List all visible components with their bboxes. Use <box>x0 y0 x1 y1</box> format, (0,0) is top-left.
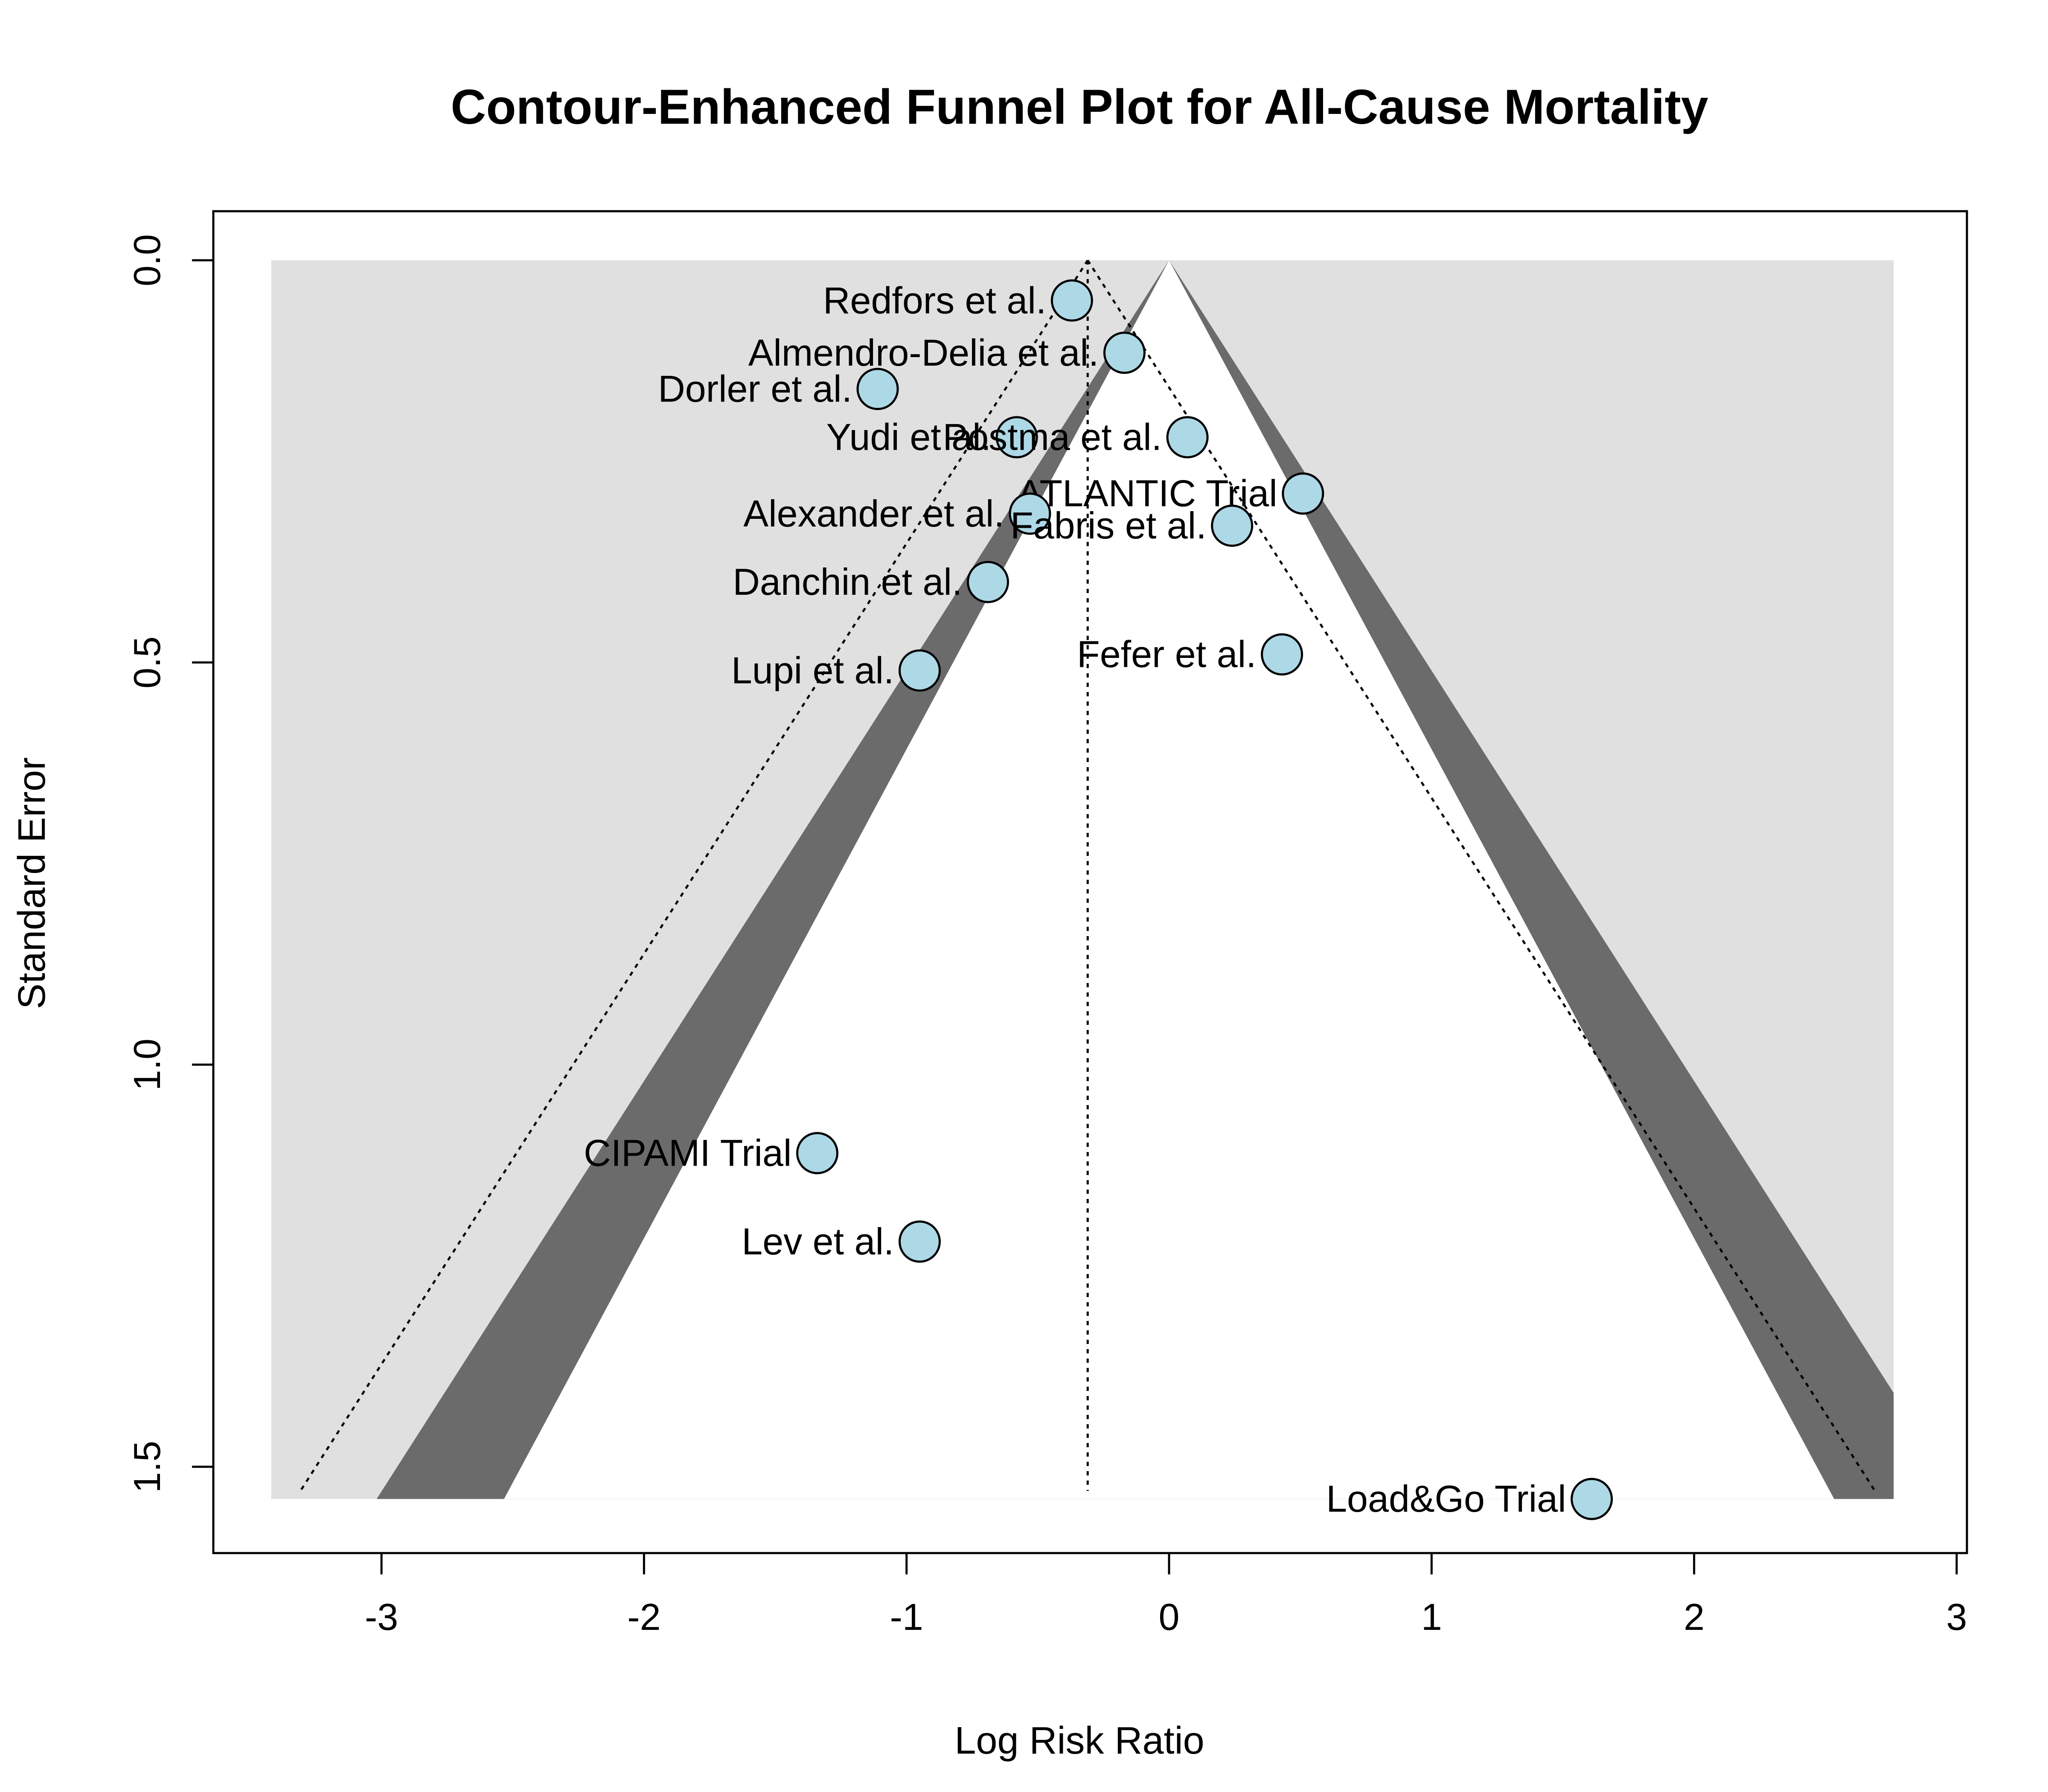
study-label: Dorler et al. <box>658 368 852 410</box>
x-tick-label: 3 <box>1946 1596 1967 1638</box>
study-label: Danchin et al. <box>733 561 962 603</box>
study-label: CIPAMI Trial <box>584 1132 791 1174</box>
study-marker: Lupi et al. <box>731 649 941 692</box>
study-label: Almendro-Delia et al. <box>748 332 1099 374</box>
y-tick-label: 0.5 <box>126 636 168 688</box>
chart-title: Contour-Enhanced Funnel Plot for All-Cau… <box>451 80 1708 134</box>
study-marker: Danchin et al. <box>733 561 1009 603</box>
study-marker: Postma et al. <box>943 416 1209 459</box>
study-point <box>966 561 1009 603</box>
x-tick-label: -3 <box>365 1596 398 1638</box>
study-point <box>995 416 1038 459</box>
study-marker: CIPAMI Trial <box>584 1132 838 1175</box>
x-axis: -3 -2 -1 0 1 2 3 <box>365 1552 1967 1638</box>
study-label: Yudi et al. <box>826 416 992 458</box>
x-tick-label: -1 <box>890 1596 923 1638</box>
study-point <box>856 368 899 410</box>
study-label: Redfors et al. <box>823 279 1046 321</box>
study-marker: Load&Go Trial <box>1326 1478 1613 1520</box>
contour-regions <box>271 260 1894 1499</box>
y-axis-label: Standard Error <box>11 757 53 1009</box>
x-tick-label: -2 <box>627 1596 660 1638</box>
study-label: Lupi et al. <box>731 649 894 691</box>
study-marker: Alexander et al. <box>743 492 1051 535</box>
study-marker: Fefer et al. <box>1077 633 1303 676</box>
study-point <box>796 1132 838 1175</box>
contour-region-p05 <box>504 260 1834 1499</box>
study-point <box>1166 416 1209 459</box>
study-marker: Almendro-Delia et al. <box>748 332 1146 374</box>
y-tick-label: 1.5 <box>126 1441 168 1493</box>
study-points: Redfors et al. Almendro-Delia et al.Dorle… <box>584 279 1613 1520</box>
study-label: Fefer et al. <box>1077 633 1257 675</box>
study-label: Fabris et al. <box>1010 504 1207 547</box>
study-marker: Lev et al. <box>742 1220 941 1263</box>
y-tick-label: 1.0 <box>126 1039 168 1091</box>
y-tick-label: 0.0 <box>126 234 168 286</box>
study-marker: Redfors et al. <box>823 279 1093 322</box>
study-point <box>1050 279 1093 322</box>
study-point <box>1211 504 1254 547</box>
study-point <box>1009 492 1051 535</box>
study-point <box>1571 1478 1613 1520</box>
study-label: Alexander et al. <box>743 492 1004 535</box>
x-tick-label: 0 <box>1159 1596 1180 1638</box>
study-label: Load&Go Trial <box>1326 1478 1566 1520</box>
study-point <box>1103 332 1146 374</box>
x-axis-label: Log Risk Ratio <box>954 1719 1204 1762</box>
x-tick-label: 2 <box>1684 1596 1705 1638</box>
y-axis: 0.0 0.5 1.0 1.5 <box>126 234 215 1493</box>
x-tick-label: 1 <box>1421 1596 1442 1638</box>
study-marker: Yudi et al. <box>826 416 1038 459</box>
study-label: Postma et al. <box>943 416 1162 458</box>
study-point <box>898 649 941 692</box>
reference-lines <box>299 259 1876 1492</box>
study-point <box>898 1220 941 1263</box>
study-point <box>1282 472 1324 515</box>
study-marker: Dorler et al. <box>658 368 899 410</box>
study-marker: Fabris et al. <box>1010 504 1254 547</box>
study-label: Lev et al. <box>742 1220 894 1263</box>
study-point <box>1261 633 1303 676</box>
